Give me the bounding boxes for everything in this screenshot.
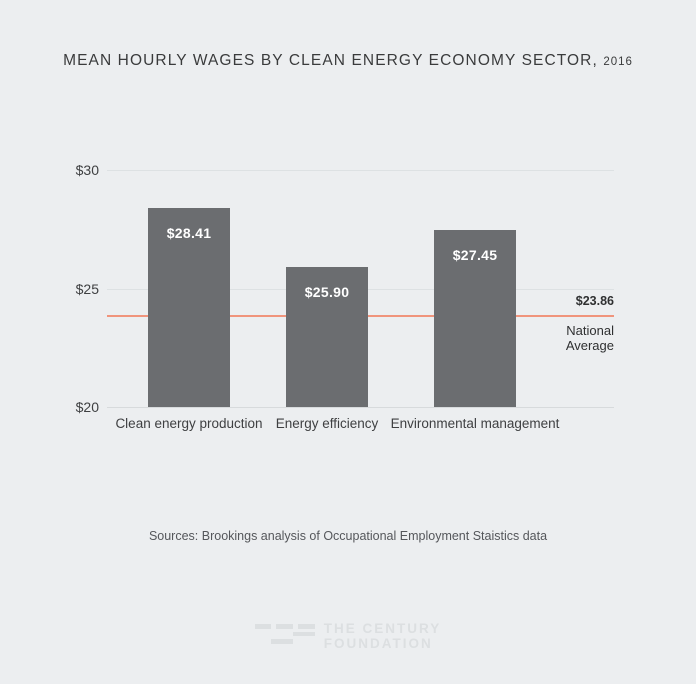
tcf-logo-line1: THE CENTURY <box>323 621 442 636</box>
x-axis-category-label: Environmental management <box>390 416 560 431</box>
gridline <box>107 407 614 408</box>
tcf-logo: THE CENTURY FOUNDATION <box>0 621 696 657</box>
bar-energy-efficiency: $25.90 <box>286 267 368 407</box>
bar-clean-energy-production: $28.41 <box>148 207 230 407</box>
sources-note: Sources: Brookings analysis of Occupatio… <box>148 529 548 543</box>
page-title-text: MEAN HOURLY WAGES BY CLEAN ENERGY ECONOM… <box>63 52 598 69</box>
national-average-value: $23.86 <box>575 293 614 308</box>
logo-bar <box>254 624 271 629</box>
bar-value-label: $28.41 <box>166 224 212 241</box>
logo-bar <box>270 639 293 644</box>
y-axis-tick-label: $25 <box>75 280 99 297</box>
national-average-label: National Average <box>565 322 614 353</box>
page-title: MEAN HOURLY WAGES BY CLEAN ENERGY ECONOM… <box>0 52 696 70</box>
tcf-logo-text: THE CENTURY FOUNDATION <box>324 621 442 651</box>
plot-area: $30 $25 $20 $23.86 National Average $28.41 Cle… <box>76 162 614 431</box>
page-title-year: 2016 <box>603 56 633 68</box>
logo-bar <box>297 624 315 629</box>
bar-value-label: $27.45 <box>452 247 498 264</box>
x-axis-category-label: Clean energy production <box>115 416 263 431</box>
y-axis-tick-label: $30 <box>75 162 99 178</box>
x-axis-category-label: Energy efficiency <box>275 416 379 431</box>
tcf-logo-icon <box>254 624 315 644</box>
tcf-logo-line2: FOUNDATION <box>323 636 433 651</box>
bar-environmental-management: $27.45 <box>434 230 516 407</box>
gridline <box>107 170 614 171</box>
logo-bar <box>292 631 315 636</box>
y-axis-tick-label: $20 <box>75 399 99 415</box>
bar-value-label: $25.90 <box>304 284 350 301</box>
logo-bar <box>275 624 293 629</box>
